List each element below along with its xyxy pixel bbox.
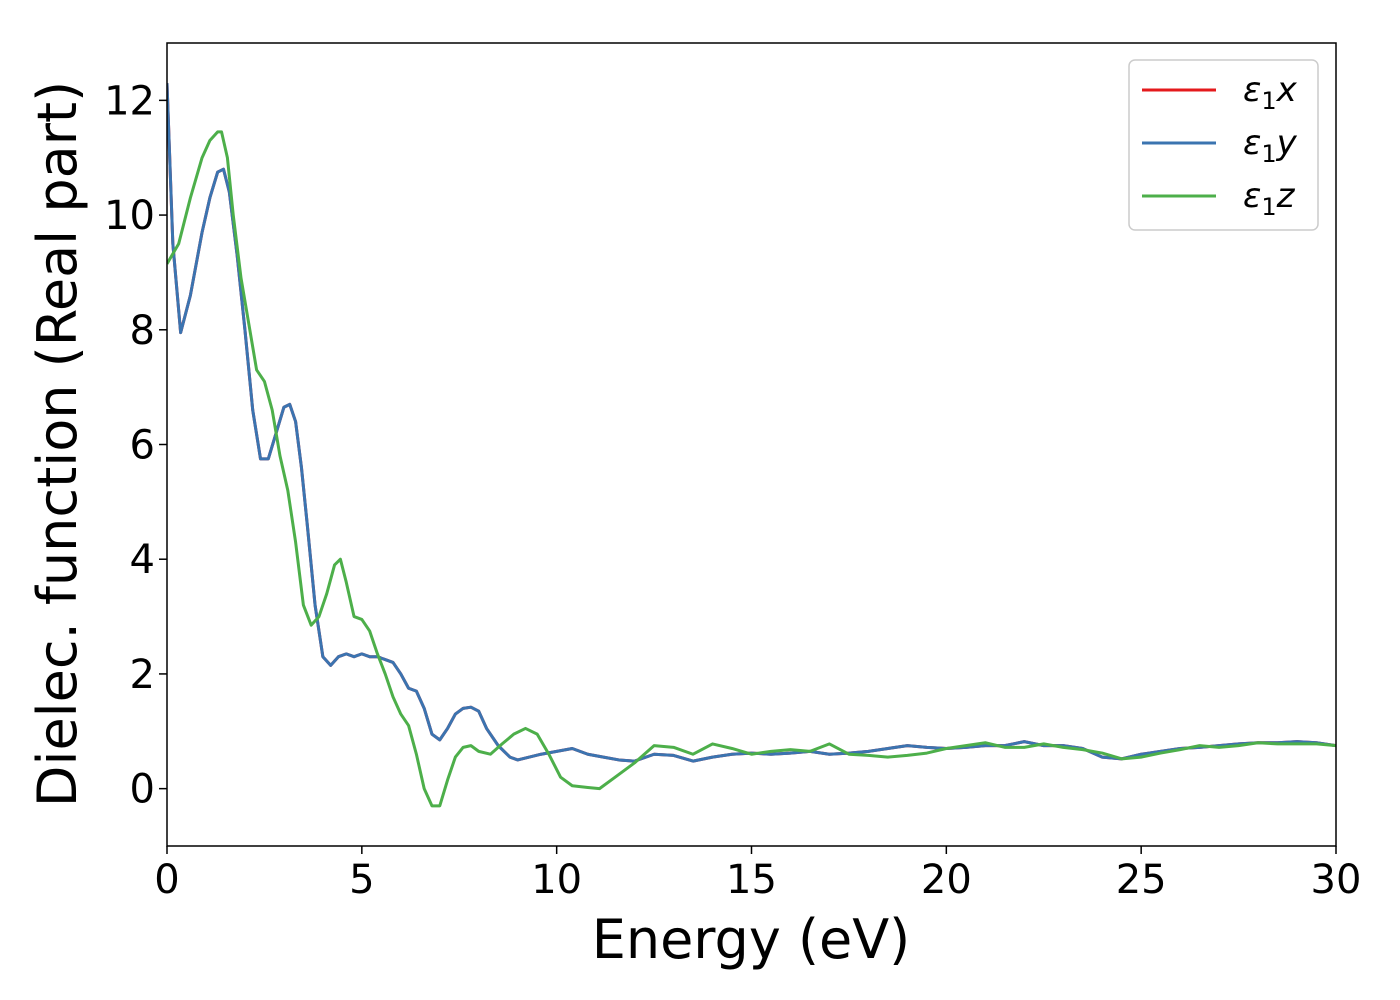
y-tick-label: 12 (104, 78, 155, 124)
y-tick-label: 2 (130, 652, 155, 698)
x-tick-label: 15 (726, 857, 777, 903)
y-tick-label: 4 (130, 537, 155, 583)
legend-box (1128, 59, 1319, 231)
y-tick-label: 0 (130, 767, 155, 813)
legend-label-x: ε1x (1243, 70, 1298, 115)
y-tick-label: 8 (130, 308, 155, 354)
legend-label-z: ε1z (1243, 176, 1296, 221)
x-tick-label: 10 (531, 857, 582, 903)
x-tick-label: 5 (349, 857, 374, 903)
x-axis-ticks: 0 5 10 15 20 25 30 (154, 846, 1361, 903)
y-tick-label: 6 (130, 423, 155, 469)
legend: ε1x ε1y ε1z (1128, 59, 1319, 231)
x-tick-label: 30 (1311, 857, 1362, 903)
legend-label-y: ε1y (1243, 123, 1298, 168)
x-tick-label: 20 (921, 857, 972, 903)
y-axis-label: Dielec. function (Real part) (26, 81, 89, 807)
x-tick-label: 25 (1116, 857, 1167, 903)
y-axis-ticks: 0 2 4 6 8 10 12 (104, 78, 167, 813)
x-axis-label: Energy (eV) (592, 908, 911, 971)
x-tick-label: 0 (154, 857, 179, 903)
y-tick-label: 10 (104, 193, 155, 239)
series-line-z (167, 130, 1336, 808)
